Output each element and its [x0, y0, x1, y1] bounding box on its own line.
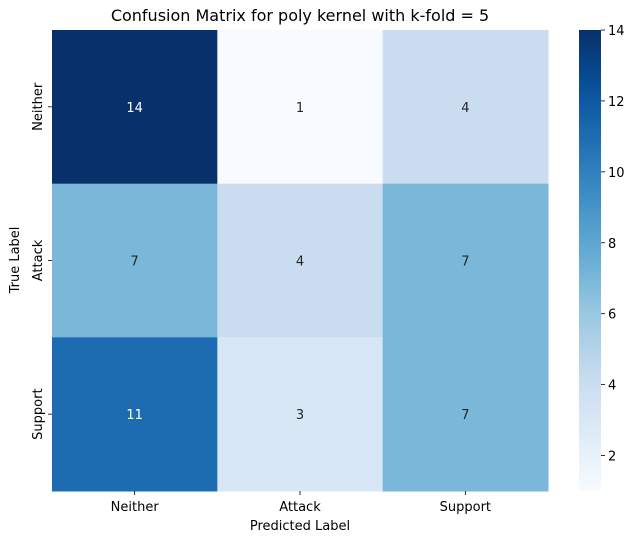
heatmap-cell	[52, 183, 218, 338]
colorbar: 2 4 6 8 10 12 14	[579, 24, 625, 491]
y-tick-label: Neither	[31, 82, 46, 131]
x-tick-label: Neither	[111, 500, 160, 515]
x-axis: Neither Attack Support	[111, 491, 491, 515]
cell-value-label: 4	[461, 101, 469, 116]
cell-value-label: 14	[126, 101, 143, 116]
y-tick-label: Support	[31, 388, 46, 439]
colorbar-tick-label: 6	[608, 308, 616, 323]
heatmap-cells: 14 1 47 4 711 3 7	[52, 30, 549, 492]
colorbar-tick-label: 10	[608, 166, 625, 181]
colorbar-gradient	[579, 30, 601, 491]
cell-value-label: 1	[296, 101, 304, 116]
cell-value-label: 11	[126, 408, 143, 423]
y-axis-label: True Label	[8, 227, 23, 295]
colorbar-tick-label: 4	[608, 379, 616, 394]
cell-value-label: 7	[461, 255, 469, 270]
colorbar-tick-label: 14	[608, 24, 625, 39]
y-tick-label: Attack	[31, 239, 46, 281]
x-axis-label: Predicted Label	[250, 519, 350, 534]
heatmap-cell	[217, 30, 384, 185]
heatmap-cell	[382, 183, 549, 338]
colorbar-tick-label: 12	[608, 95, 625, 110]
y-axis: Neither Attack Support	[31, 82, 52, 440]
heatmap-cell	[382, 30, 549, 185]
chart-title: Confusion Matrix for poly kernel with k-…	[111, 6, 489, 25]
colorbar-tick-label: 2	[608, 450, 616, 465]
x-tick-label: Support	[440, 500, 491, 515]
heatmap-cell	[217, 183, 384, 338]
heatmap-cell	[382, 337, 549, 492]
cell-value-label: 7	[131, 255, 139, 270]
heatmap-cell	[52, 337, 218, 492]
cell-value-label: 3	[296, 408, 304, 423]
cell-value-label: 7	[461, 408, 469, 423]
colorbar-tick-label: 8	[608, 237, 616, 252]
x-tick-label: Attack	[279, 500, 321, 515]
heatmap-cell	[217, 337, 384, 492]
cell-value-label: 4	[296, 255, 304, 270]
heatmap-cell	[52, 30, 218, 185]
